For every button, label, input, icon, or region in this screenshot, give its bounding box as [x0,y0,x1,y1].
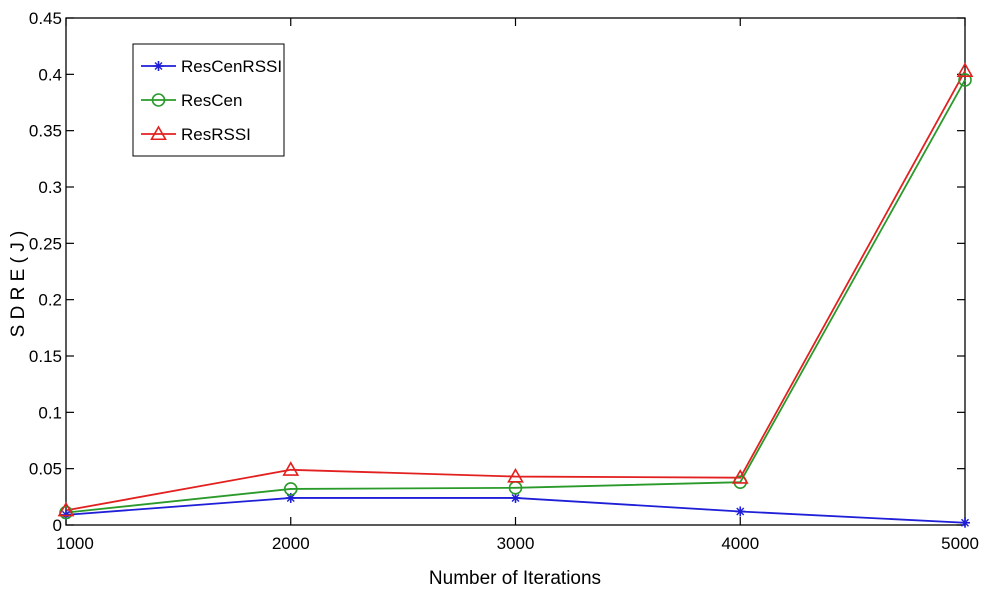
data-point-resrssi [282,461,300,476]
x-tick-label: 4000 [721,534,759,553]
data-point-rescenrssi [735,506,746,517]
y-tick-label: 0.25 [29,234,62,253]
x-axis-title: Number of Iterations [429,568,601,589]
y-tick-label: 0.15 [29,347,62,366]
legend-entry-resrssi: ResRSSI [141,125,251,144]
series-line-rescen [65,79,966,514]
legend-entry-rescen: ResCen [141,91,242,110]
legend-entry-rescenrssi: ResCenRSSI [141,57,282,76]
y-tick-label: 0.1 [38,403,62,422]
x-tick-label: 1000 [56,534,94,553]
data-point-rescen [283,482,298,496]
y-axis-title: S D R E ( J ) [8,231,29,338]
series-markers [57,62,974,528]
y-tick-label: 0.05 [29,460,62,479]
data-point-rescenrssi [960,517,970,528]
y-tick-label: 0.2 [38,291,62,310]
data-point-rescen [958,73,972,87]
data-point-resrssi [57,501,75,517]
data-point-rescenrssi [510,492,521,503]
legend-marker [151,93,166,107]
legend-label: ResCenRSSI [181,57,282,76]
legend-label: ResRSSI [181,125,251,144]
x-tick-label: 2000 [272,534,310,553]
data-point-resrssi [507,467,524,483]
x-tick-label: 5000 [941,534,979,553]
legend: ResCenRSSI ResCen ResRSSI [132,43,285,157]
y-tick-label: 0.45 [29,9,62,28]
data-point-resrssi [731,469,749,484]
legend-marker [153,61,164,71]
y-axis-ticks: 0 0.05 0.1 0.15 0.2 0.25 0.3 0.35 0.4 0.45 [29,9,965,535]
y-tick-label: 0.4 [38,65,62,84]
legend-label: ResCen [181,91,242,110]
y-tick-label: 0.35 [29,122,62,141]
y-tick-label: 0.3 [38,178,62,197]
series-line-resrssi [65,70,966,512]
data-point-resrssi [956,62,974,78]
x-axis-ticks: 1000 2000 3000 4000 5000 [56,18,979,553]
x-tick-label: 3000 [497,534,535,553]
y-tick-label: 0 [53,516,62,535]
legend-marker [150,125,167,141]
